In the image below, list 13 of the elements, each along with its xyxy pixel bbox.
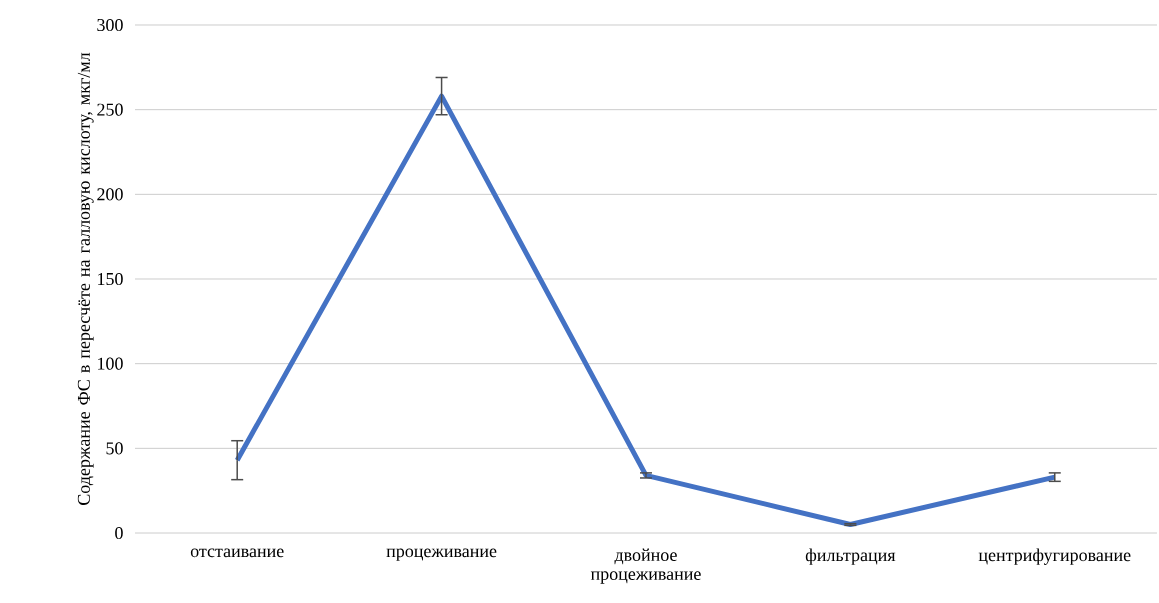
y-tick-label: 200 [97, 188, 123, 201]
y-tick-label: 0 [115, 526, 123, 540]
y-tick-label: 100 [98, 357, 123, 370]
x-tick-label: отстаивание [190, 548, 284, 558]
y-tick-label: 300 [97, 18, 123, 32]
y-tick-label: 150 [98, 272, 123, 286]
y-tick-label: 50 [106, 442, 123, 455]
y-axis-title: Содержание ФС в пересчёте на галловую кислоту, мкг/мл [77, 52, 94, 505]
x-tick-label: двойное процеживание [590, 548, 701, 584]
x-tick-label: центрифугирование [978, 548, 1131, 565]
x-tick-label: фильтрация [805, 548, 896, 565]
x-tick-label: процеживание [386, 548, 497, 561]
y-tick-label: 250 [97, 103, 123, 116]
